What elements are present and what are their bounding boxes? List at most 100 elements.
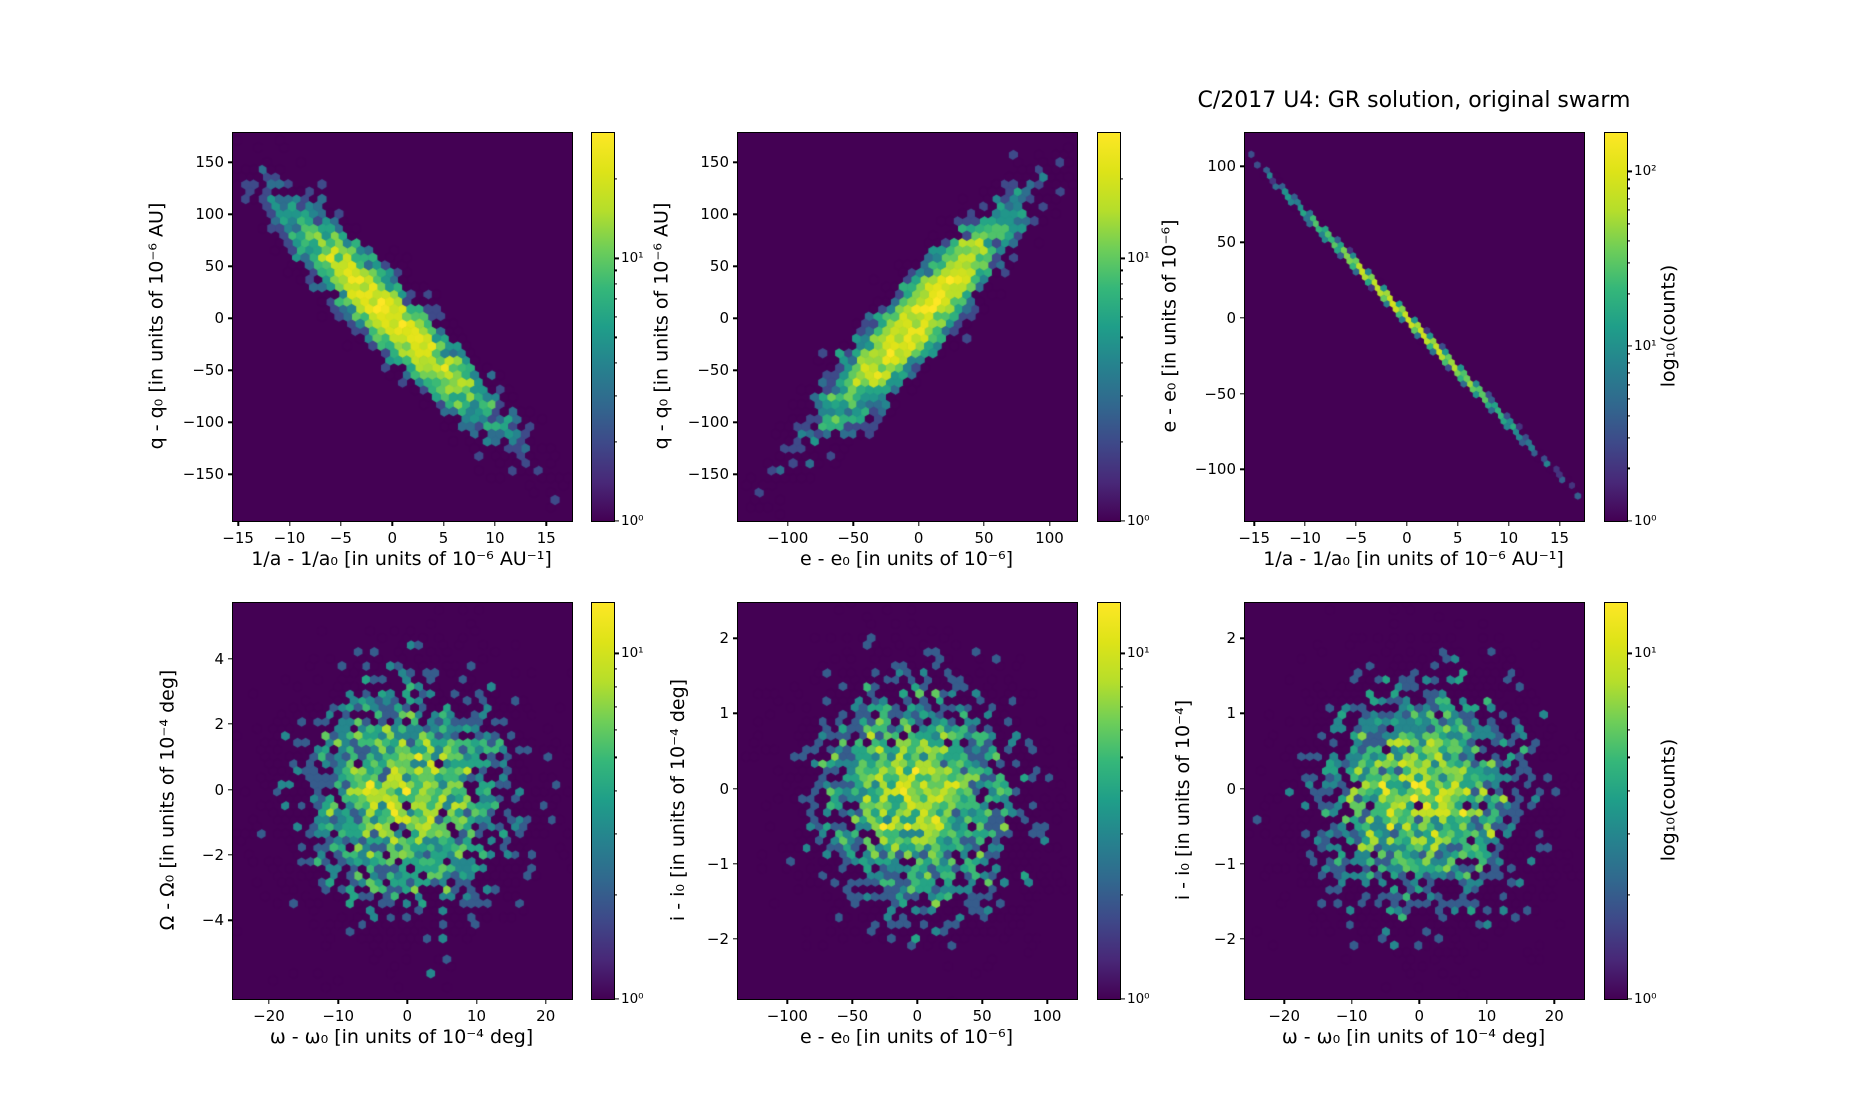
x-tick [391,521,393,526]
figure-title: C/2017 U4: GR solution, original swarm [1197,88,1631,113]
y-axis-label: Ω - Ω₀ [in units of 10⁻⁴ deg] [154,602,180,998]
hexbin-canvas [1245,133,1584,521]
y-axis-label-text: i - i₀ [in units of 10⁻⁴ deg] [667,678,689,922]
colorbar-tick-label: 10⁰ [1634,513,1657,529]
y-axis-label: i - i₀ [in units of 10⁻⁴] [1170,602,1196,998]
colorbar-tick-label: 10⁰ [1127,513,1150,529]
colorbar-minor-tick [1627,178,1630,181]
colorbar-tick [614,257,619,259]
colorbar-minor-tick [614,362,617,364]
x-tick [981,999,983,1004]
y-axis-label: q - q₀ [in units of 10⁻⁶ AU] [648,132,674,520]
colorbar-minor-tick [1627,398,1630,400]
y-tick [228,854,233,856]
colorbar-minor-tick [614,756,617,759]
x-tick [1418,999,1420,1004]
y-tick-label: 4 [214,649,224,668]
colorbar-minor-tick [614,833,617,835]
hexbin-canvas [738,133,1077,521]
colorbar-tick-label: 10⁰ [1634,991,1657,1007]
colorbar-label-text: log₁₀(counts) [1657,738,1679,862]
colorbar-label: log₁₀(counts) [1655,602,1681,998]
y-tick-label: 100 [195,205,224,224]
y-tick-label: −100 [1194,460,1236,479]
y-tick [228,657,233,660]
x-tick-label: −20 [253,1007,285,1025]
y-tick [733,421,738,423]
x-tick-label: 5 [1452,529,1463,547]
colorbar-minor-tick [1627,384,1630,386]
colorbar-tick-label: 10¹ [1127,645,1150,662]
colorbar-minor-tick [614,298,617,300]
y-tick-label: −150 [687,465,729,484]
x-tick-label: −15 [1238,529,1270,547]
y-axis-label-text: q - q₀ [in units of 10⁻⁶ AU] [145,202,167,450]
colorbar-minor-tick [1627,353,1630,355]
y-tick [733,637,738,640]
y-tick [228,369,233,371]
colorbar-minor-tick [1120,336,1123,338]
x-tick-label: 10 [1499,529,1519,547]
x-tick [851,999,853,1004]
y-tick-label: −2 [706,929,729,948]
colorbar-minor-tick [1627,223,1630,225]
x-tick-label: −10 [273,529,306,547]
x-tick-label: −10 [322,1007,354,1025]
colorbar-minor-tick [1627,467,1630,469]
x-tick-label: −10 [1289,529,1321,547]
x-tick [1558,521,1561,526]
hexbin-canvas [233,603,572,999]
colorbar-minor-tick [1120,756,1123,759]
colorbar-minor-tick [1120,316,1123,318]
y-tick [733,317,738,319]
y-tick [733,863,738,865]
y-tick [228,788,233,791]
plot-e-vs-inverse-a: −15 −10 −5 0 5 10 15 100 50 0 −50 −100 [1195,132,1585,547]
colorbar-tick [1627,520,1632,522]
colorbar-minor-tick [614,686,617,688]
colorbar-tick [1627,998,1632,1000]
colorbar-tick [1120,520,1125,522]
colorbar: 10¹ 10⁰ [1097,602,1150,1007]
y-tick [733,712,738,715]
y-tick-label: 0 [214,309,224,328]
x-axis-label: 1/a - 1/a₀ [in units of 10⁻⁶ AU⁻¹] [1263,548,1564,570]
y-tick-label: 150 [195,153,224,172]
colorbar-tick [1120,257,1125,259]
colorbar-tick-label: 10⁰ [621,513,644,529]
colorbar: 10¹ 10⁰ [1097,132,1150,529]
y-tick [228,265,233,267]
colorbar: 10² 10¹ 10⁰ [1604,132,1657,529]
colorbar-tick-label: 10¹ [1127,250,1150,267]
x-tick [1253,521,1255,526]
y-tick [1240,165,1245,168]
x-tick [545,521,548,526]
plot-incl-vs-e: −100 −50 0 50 100 2 1 0 −1 −2 [707,602,1078,1025]
y-tick [1240,637,1245,640]
colorbar-minor-tick [1120,668,1123,670]
colorbar-minor-tick [1120,833,1123,835]
colorbar-tick-label: 10¹ [621,645,644,662]
colorbar-minor-tick [1120,686,1123,688]
colorbar-minor-tick [1627,833,1630,835]
y-tick-label: −100 [182,413,224,432]
x-tick [1283,999,1285,1004]
y-tick-label: −50 [1204,384,1236,403]
y-axis-label-text: Ω - Ω₀ [in units of 10⁻⁴ deg] [156,669,178,931]
x-tick [442,521,445,526]
x-tick-label: 100 [1035,529,1064,547]
colorbar-minor-tick [614,316,617,318]
colorbar-tick-label: 10¹ [1634,645,1657,662]
x-tick [494,521,496,526]
colorbar-minor-tick [1627,372,1630,374]
colorbar-minor-tick [1120,706,1123,708]
x-tick-label: −100 [767,529,809,547]
x-tick [786,999,789,1004]
x-tick-label: 15 [536,529,556,547]
colorbar-minor-tick [614,283,617,285]
y-tick-label: 150 [700,153,729,172]
x-tick-label: 5 [438,529,449,547]
y-tick [1240,317,1245,319]
x-tick [1406,521,1408,526]
colorbar-minor-tick [1627,437,1630,439]
